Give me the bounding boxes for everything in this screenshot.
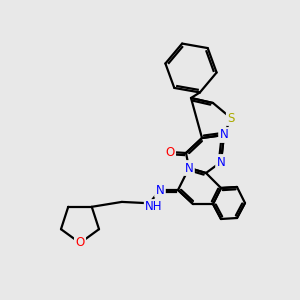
Text: S: S xyxy=(227,112,235,124)
Text: O: O xyxy=(165,146,175,158)
Text: O: O xyxy=(75,236,85,250)
Text: N: N xyxy=(156,184,164,196)
Text: N: N xyxy=(220,128,228,142)
Text: N: N xyxy=(184,161,194,175)
Text: N: N xyxy=(217,155,225,169)
Text: NH: NH xyxy=(145,200,163,214)
